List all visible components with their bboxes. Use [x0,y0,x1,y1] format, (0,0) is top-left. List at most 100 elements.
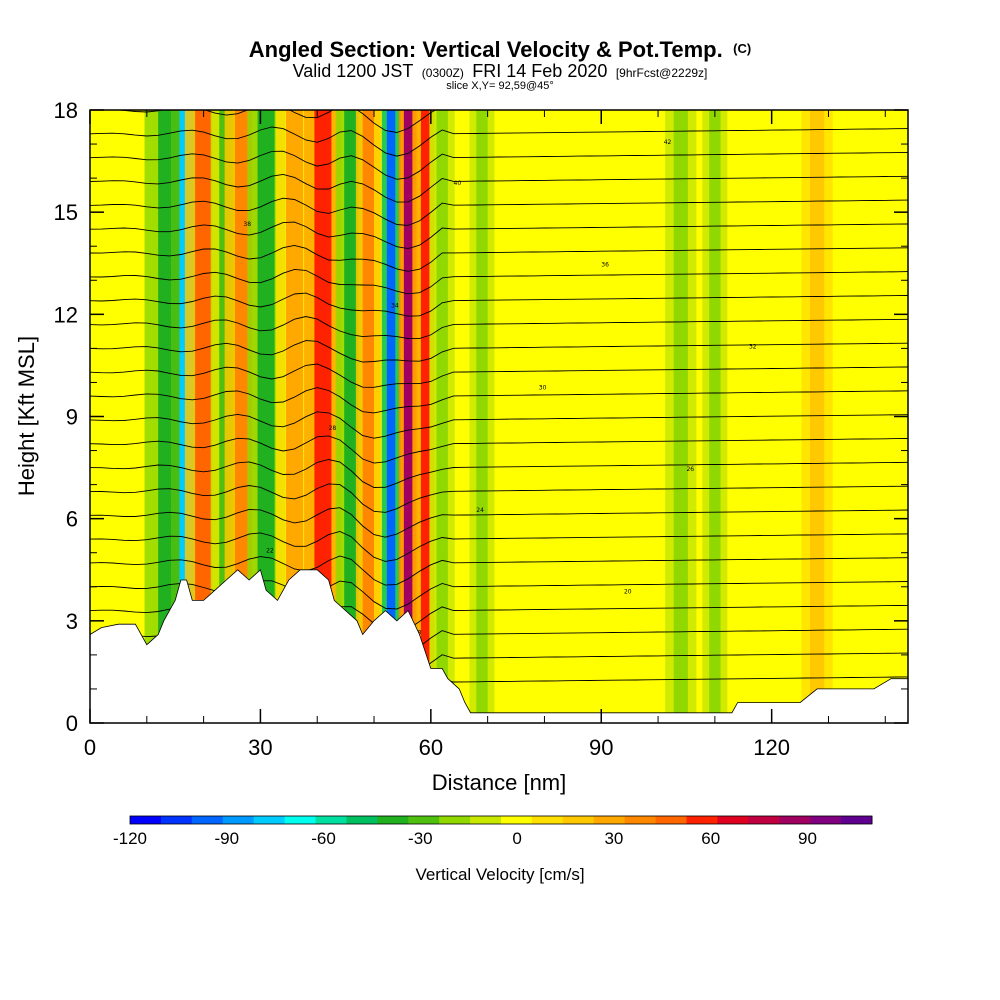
theta-contour-line [90,221,908,250]
colorbar-tick-label: 90 [798,829,817,848]
colorbar-swatch [377,816,409,824]
velocity-band [420,110,430,723]
x-tick-label: 30 [248,735,272,760]
contour-label: 22 [266,548,274,555]
colorbar-swatch [655,816,687,824]
contour-label: 26 [686,466,694,473]
y-tick-label: 15 [54,200,78,225]
x-axis-label: Distance [nm] [432,770,567,795]
x-tick-label: 60 [419,735,443,760]
velocity-band [810,110,825,723]
y-tick-label: 12 [54,302,78,327]
theta-contour-line [90,110,482,133]
colorbar-swatch [686,816,718,824]
velocity-band [436,110,448,723]
theta-contour-line [90,197,908,226]
colorbar-swatch [222,816,255,824]
chart-title-suffix: (C) [733,41,751,56]
colorbar-label: Vertical Velocity [cm/s] [415,865,584,884]
theta-contour-line [90,411,908,439]
colorbar-swatch [779,816,811,824]
theta-contour-line [90,363,908,388]
theta-contour-line [90,292,908,317]
theta-contour-line [90,387,908,414]
theta-contour-line [90,435,908,464]
valid-date: FRI 14 Feb 2020 [472,61,607,81]
contour-label: 36 [601,262,609,269]
contour-label: 20 [624,589,632,596]
x-tick-label: 0 [84,735,96,760]
colorbar-swatch [841,816,873,824]
y-axis-label: Height [Kft MSL] [14,336,39,496]
colorbar-tick-label: 0 [512,829,521,848]
y-tick-label: 3 [66,609,78,634]
colorbar-swatch [562,816,595,824]
terrain-mask [90,569,908,723]
contour-label: 24 [476,507,484,514]
colorbar-swatch [439,816,471,824]
colorbar-tick-label: 30 [604,829,623,848]
y-tick-label: 9 [66,405,78,430]
colorbar-swatch [501,816,533,824]
plot-area: 1618202224262830323436384042 [90,110,908,723]
theta-contour-line [90,555,908,586]
contour-label: 34 [391,303,399,310]
colorbar: -120 -90 -60 -30 0 30 60 90 [113,815,873,848]
theta-contour-line [90,173,908,203]
velocity-band [314,110,332,723]
valid-prefix: Valid 1200 JST [293,61,414,81]
colorbar-swatch [624,816,657,824]
colorbar-swatch [130,816,162,824]
theta-contour-line [90,316,908,340]
colorbar-swatch [160,816,193,824]
contour-label: 42 [664,139,672,146]
colorbar-swatch [470,816,502,824]
colorbar-swatch [315,816,347,824]
y-tick-label: 18 [54,98,78,123]
valid-utc: (0300Z) [422,66,464,80]
theta-contour-line [90,483,908,513]
forecast-info: [9hrFcst@2229z] [616,66,708,80]
y-tick-label: 6 [66,507,78,532]
theta-contour-line [90,459,908,488]
velocity-band [257,110,275,723]
x-tick-label: 90 [589,735,613,760]
colorbar-swatch [191,816,224,824]
colorbar-swatch [717,816,749,824]
colorbar-swatch [346,816,378,824]
colorbar-swatch [253,816,286,824]
velocity-band [476,110,488,723]
x-tick-label: 120 [753,735,790,760]
velocity-band [362,110,375,723]
contour-label: 30 [539,384,547,391]
colorbar-swatch [284,816,316,824]
colorbar-swatch [408,816,440,824]
slice-info: slice X,Y= 92,59@45° [446,80,554,92]
colorbar-swatch [810,816,842,824]
colorbar-tick-label: 60 [701,829,720,848]
velocity-band [673,110,688,723]
colorbar-frame [129,815,873,825]
contour-label: 38 [243,221,251,228]
theta-contour-line [90,531,908,562]
theta-contour-line [90,150,908,180]
x-axis: 0 30 60 90 120 [84,110,886,760]
colorbar-swatch [531,816,564,824]
colorbar-tick-label: -90 [214,829,239,848]
theta-contour-line [90,244,908,272]
chart-title: Angled Section: Vertical Velocity & Pot.… [249,37,723,62]
colorbar-tick-label: -120 [113,829,147,848]
chart-title-group: Angled Section: Vertical Velocity & Pot.… [249,37,751,62]
theta-contour-line [90,507,908,538]
colorbar-swatch [593,816,626,824]
theta-contour-line [90,268,908,295]
velocity-band [195,110,213,723]
theta-contour-line [90,126,908,157]
theta-contour-line [90,340,908,363]
colorbar-swatch [748,816,780,824]
contour-label: 32 [749,343,757,350]
contour-label: 28 [329,425,337,432]
contour-label: 40 [454,180,462,187]
